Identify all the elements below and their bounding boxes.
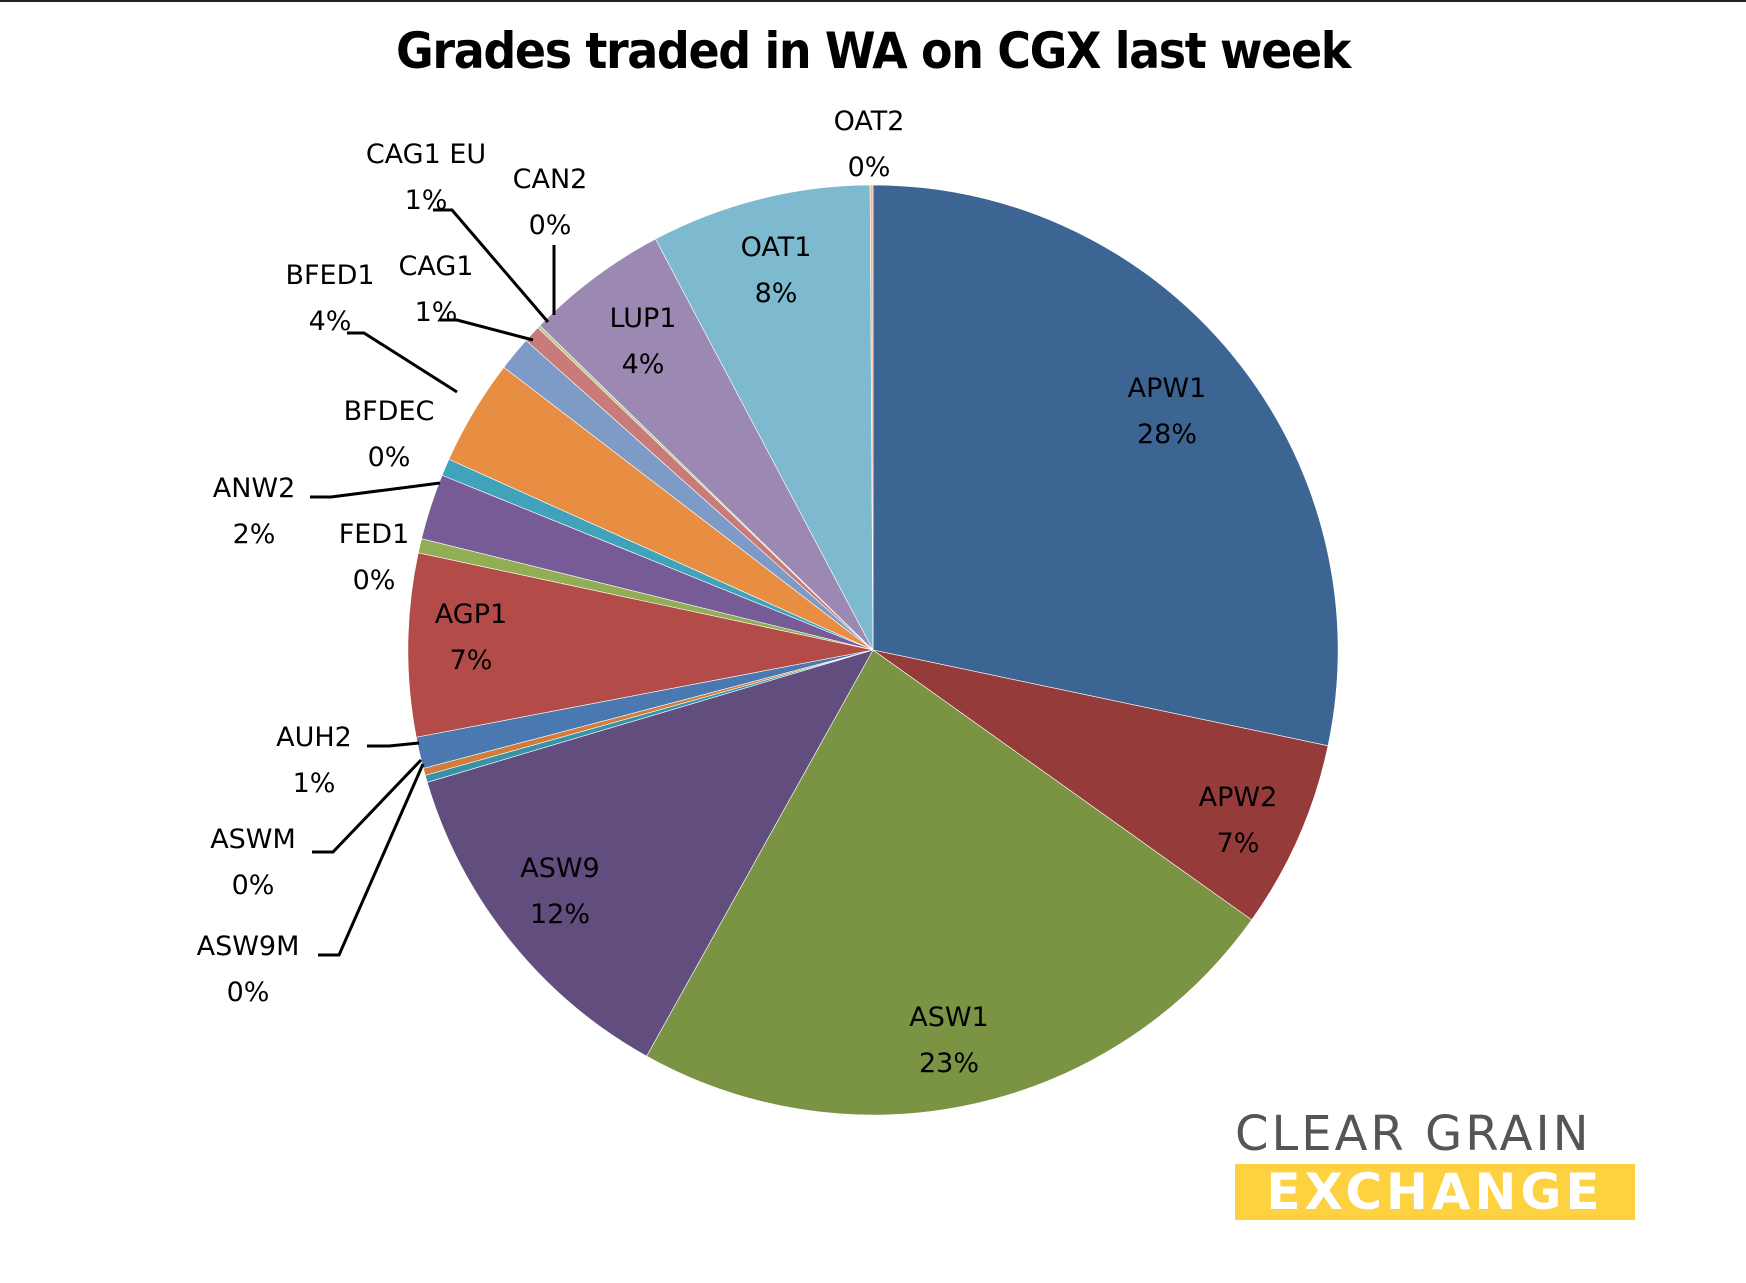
pie-slice-lup1: [539, 238, 874, 651]
label-pct-agp1: 7%: [450, 645, 493, 676]
label-pct-fed1: 0%: [353, 565, 396, 596]
label-name-anw2: ANW2: [213, 473, 296, 504]
label-pct-bfdec: 0%: [368, 442, 411, 473]
label-pct-asw9: 12%: [530, 899, 590, 930]
label-pct-apw2: 7%: [1217, 828, 1260, 859]
leader-line-aswm: [312, 758, 423, 854]
label-name-asw9: ASW9: [520, 853, 599, 884]
pie-slice-asw9: [426, 649, 874, 1057]
pie-slice-apw1: [872, 184, 1339, 747]
label-name-cag1-eu: CAG1 EU: [366, 139, 486, 170]
leader-line-asw9m: [318, 763, 425, 957]
label-name-asw1: ASW1: [909, 1002, 988, 1033]
label-name-fed1: FED1: [339, 519, 410, 550]
leader-line-anw2: [310, 481, 441, 499]
label-name-asw9m: ASW9M: [197, 931, 300, 962]
label-name-lup1: LUP1: [610, 303, 677, 334]
data-labels: APW1 28% APW2 7% ASW1 23% ASW9 12% ASW9M 0% ASWM 0%…: [197, 106, 1278, 1079]
leader-line-auh2: [367, 741, 420, 748]
pie-slice-oat1: [655, 184, 874, 651]
leader-line-cag1-eu: [433, 208, 550, 323]
label-pct-cag1-eu: 1%: [405, 185, 448, 216]
label-pct-bfed1: 4%: [309, 306, 352, 337]
pie-slices: [407, 184, 1339, 1116]
label-pct-auh2: 1%: [293, 768, 336, 799]
label-pct-asw9m: 0%: [227, 977, 270, 1008]
clear-grain-exchange-logo: CLEAR GRAIN EXCHANGE: [1235, 1108, 1655, 1220]
label-name-agp1: AGP1: [435, 599, 507, 630]
label-pct-cag1: 1%: [415, 297, 458, 328]
label-pct-oat1: 8%: [755, 278, 798, 309]
pie-slice-oat2: [869, 184, 874, 651]
label-name-can2: CAN2: [513, 164, 588, 195]
label-name-auh2: AUH2: [276, 722, 352, 753]
pie-slice-apw2: [872, 649, 1329, 921]
label-pct-anw2: 2%: [233, 519, 276, 550]
pie-slice-asw1: [646, 649, 1253, 1116]
logo-band: EXCHANGE: [1235, 1164, 1635, 1220]
label-name-aswm: ASWM: [210, 824, 296, 855]
label-name-bfdec: BFDEC: [344, 396, 435, 427]
label-name-oat2: OAT2: [834, 106, 905, 137]
pie-slice-agp1: [407, 552, 874, 738]
label-pct-aswm: 0%: [232, 870, 275, 901]
label-name-bfed1: BFED1: [285, 260, 374, 291]
logo-line2: EXCHANGE: [1266, 1163, 1604, 1221]
label-pct-can2: 0%: [529, 210, 572, 241]
label-pct-apw1: 28%: [1137, 419, 1197, 450]
leader-lines: [310, 208, 556, 957]
top-border: [0, 0, 1746, 2]
label-pct-lup1: 4%: [622, 349, 665, 380]
chart-title: Grades traded in WA on CGX last week: [396, 22, 1351, 80]
label-name-apw1: APW1: [1128, 373, 1207, 404]
leader-line-cag1: [440, 318, 534, 342]
label-pct-asw1: 23%: [919, 1048, 979, 1079]
leader-line-bfed1: [347, 331, 458, 394]
label-name-apw2: APW2: [1199, 782, 1278, 813]
label-pct-oat2: 0%: [848, 152, 891, 183]
label-name-oat1: OAT1: [741, 232, 812, 263]
logo-line1: CLEAR GRAIN: [1235, 1106, 1592, 1162]
label-name-cag1: CAG1: [399, 251, 474, 282]
